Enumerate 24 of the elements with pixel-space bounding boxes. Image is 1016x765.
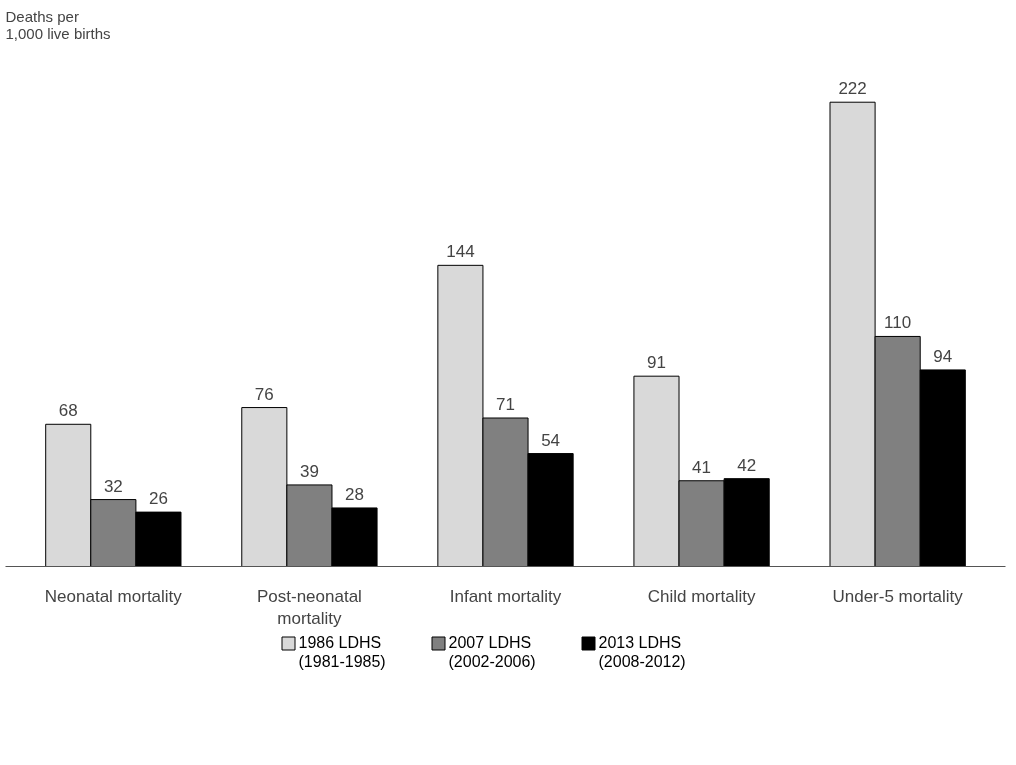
data-label: 94	[933, 346, 953, 366]
data-label: 42	[737, 455, 757, 475]
data-label: 91	[647, 353, 666, 373]
x-tick-label: Infant mortality	[449, 586, 562, 606]
data-label: 28	[345, 484, 364, 504]
data-label: 144	[446, 242, 475, 262]
data-label: 26	[148, 489, 168, 509]
y-axis-title: Deaths per 1,000 live births	[5, 7, 111, 42]
data-label: 222	[838, 79, 867, 99]
data-label: 41	[692, 457, 712, 477]
x-tick-label: Child mortality	[647, 586, 756, 606]
legend-label: 1986 LDHS (1981-1985)	[298, 633, 386, 671]
x-tick-label: Neonatal mortality	[44, 586, 183, 606]
data-label: 76	[254, 384, 274, 404]
data-label: 110	[884, 313, 912, 333]
data-label: 39	[299, 461, 319, 481]
x-tick-label: Under-5 mortality	[832, 586, 964, 606]
data-label: 71	[496, 395, 515, 415]
data-label: 54	[541, 430, 561, 450]
legend-label: 2007 LDHS (2002-2006)	[448, 633, 536, 671]
data-label: 68	[58, 401, 78, 421]
data-label: 32	[103, 476, 123, 496]
x-tick-label: Post-neonatal mortality	[256, 586, 362, 629]
legend-label: 2013 LDHS (2008-2012)	[598, 633, 686, 671]
